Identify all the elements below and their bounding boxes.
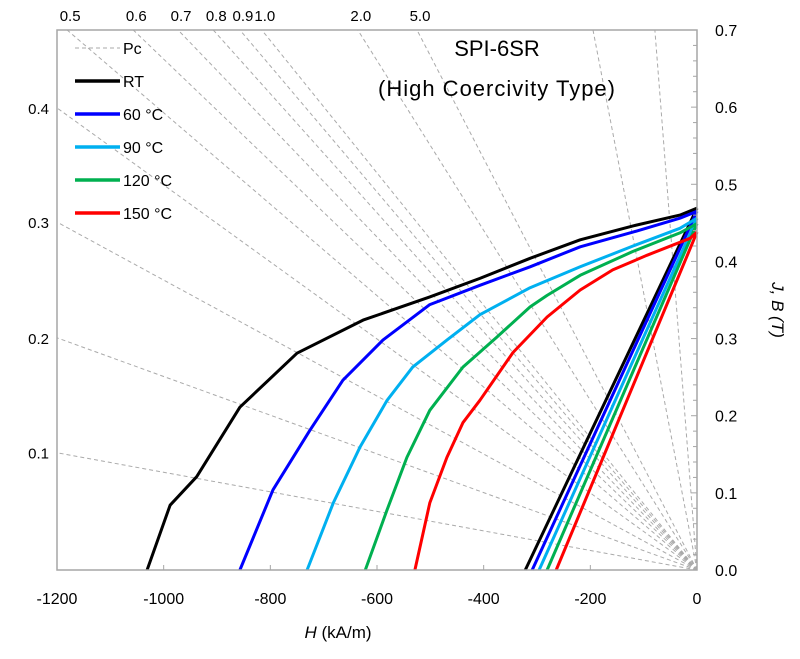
pc-label: 0.9 (233, 8, 254, 25)
pc-label: 0.7 (171, 8, 192, 25)
j-curve-90c (305, 216, 698, 571)
y-tick-label: 0.2 (715, 409, 737, 426)
y-tick-label: 0.0 (715, 563, 737, 580)
j-curve-150c (413, 230, 699, 571)
pc-line (592, 29, 698, 571)
axes: -1200 -1000 -800 -600 -400 -200 0 0.0 0.1 0.2 0.3 0… (37, 23, 738, 608)
x-tick-label: 0 (693, 591, 702, 608)
b-line-150c (554, 231, 699, 571)
legend-label: 120 °C (123, 173, 172, 190)
pc-label: 0.2 (28, 331, 49, 348)
pc-label: 2.0 (350, 8, 371, 25)
legend-label: 90 °C (123, 140, 163, 157)
pc-label: 1.0 (254, 8, 275, 25)
pc-line (56, 221, 698, 571)
legend-label: 60 °C (123, 107, 163, 124)
pc-line (416, 29, 698, 571)
pc-label: 5.0 (410, 8, 431, 25)
legend-label: 150 °C (123, 206, 172, 223)
pc-lines: 0.1 0.2 0.3 0.4 0.5 0.6 0.7 0.8 0.9 1.0 2.0 5.0 (28, 8, 698, 571)
pc-label: 0.5 (60, 8, 81, 25)
y-tick-label: 0.3 (715, 332, 737, 349)
b-line-120c (545, 223, 699, 571)
y-tick-label: 0.4 (715, 254, 737, 271)
pc-label: 0.1 (28, 446, 49, 463)
b-line-90c (537, 217, 699, 571)
x-tick-label: -200 (574, 591, 606, 608)
pc-line (56, 107, 698, 571)
y-tick-label: 0.7 (715, 23, 737, 40)
y-tick-label: 0.1 (715, 486, 737, 503)
x-axis-label-symbol: H (304, 623, 317, 642)
x-tick-label: -400 (468, 591, 500, 608)
y-tick-label: 0.5 (715, 177, 737, 194)
pc-label: 0.4 (28, 101, 49, 118)
pc-line (654, 29, 698, 571)
title-line-1: SPI-6SR (454, 36, 540, 61)
pc-line (56, 452, 698, 571)
j-curve-rt (145, 206, 698, 571)
pc-label: 0.3 (28, 215, 49, 232)
pc-line (212, 29, 698, 571)
pc-line (66, 29, 698, 571)
pc-line (239, 29, 698, 571)
x-tick-label: -800 (254, 591, 286, 608)
series-curves (145, 206, 699, 571)
y-tick-label: 0.6 (715, 100, 737, 117)
legend: Pc RT 60 °C 90 °C 120 °C 150 °C (75, 41, 172, 223)
title-line-2: (High Coercivity Type) (378, 76, 616, 101)
legend-label: RT (123, 74, 144, 91)
x-tick-label: -600 (361, 591, 393, 608)
pc-label: 0.6 (126, 8, 147, 25)
pc-line (261, 29, 698, 571)
y-axis-label: J, B (T) (768, 281, 787, 338)
pc-line (56, 337, 698, 571)
x-axis-label-unit: (kA/m) (317, 623, 372, 642)
pc-label: 0.8 (206, 8, 227, 25)
j-curve-60c (238, 209, 698, 571)
pc-line (177, 29, 698, 571)
b-line-60c (530, 210, 699, 571)
j-curve-120c (363, 222, 698, 571)
legend-label: Pc (123, 41, 142, 58)
chart-title: SPI-6SR (High Coercivity Type) (378, 36, 616, 101)
pc-line (357, 29, 698, 571)
x-tick-label: -1000 (143, 591, 184, 608)
x-axis-label: H (kA/m) (304, 623, 371, 642)
pc-line (132, 29, 698, 571)
x-tick-label: -1200 (37, 591, 78, 608)
b-line-rt (523, 207, 699, 571)
